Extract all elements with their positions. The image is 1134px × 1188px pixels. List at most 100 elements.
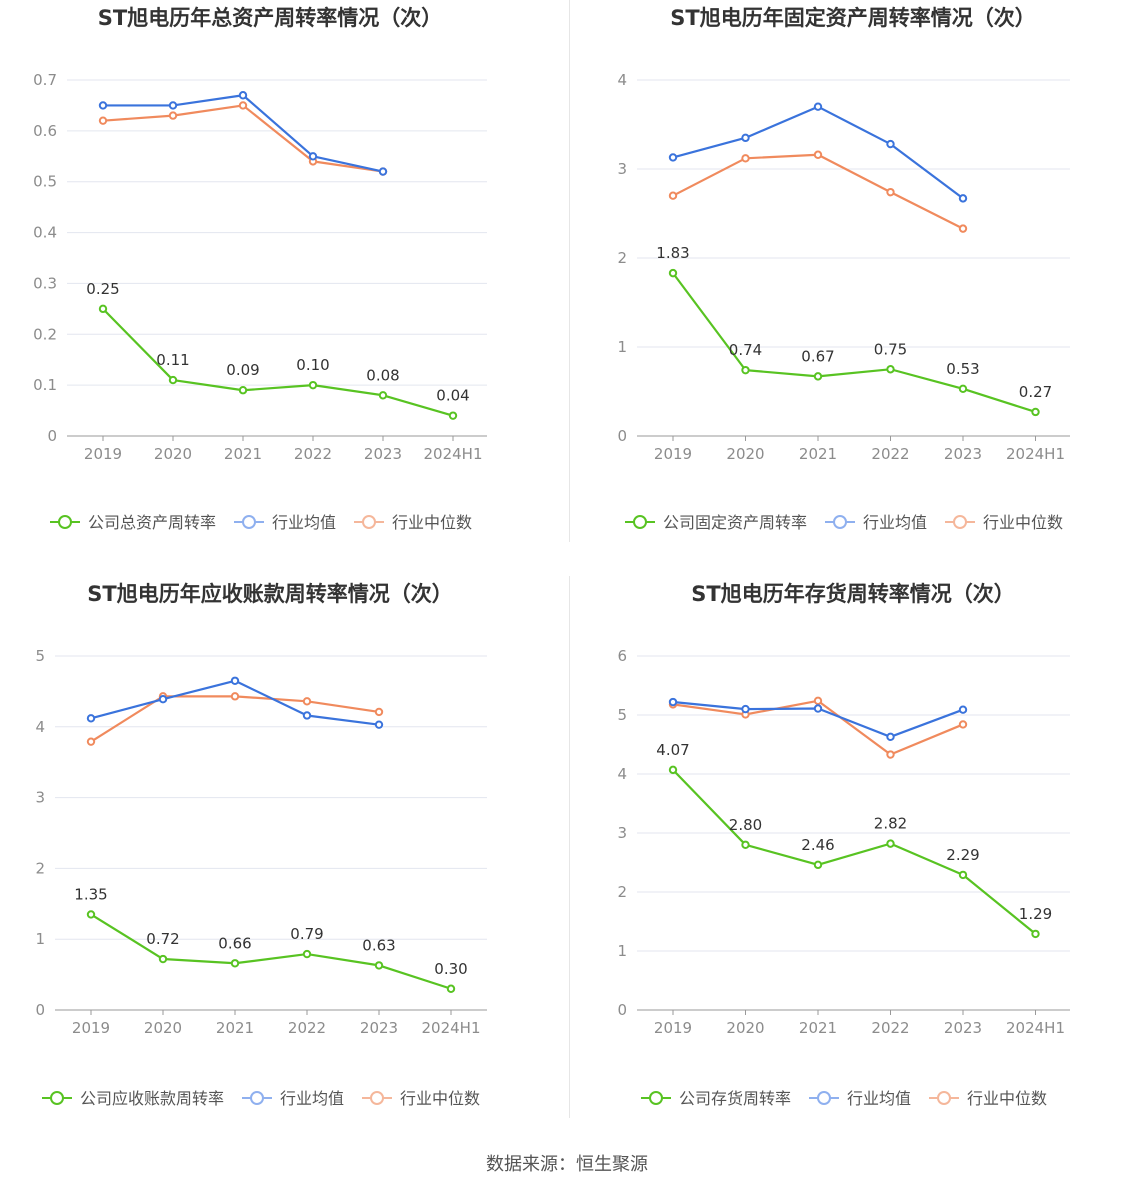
x-tick-label: 2020 xyxy=(726,445,764,463)
legend-label: 行业中位数 xyxy=(983,513,1063,532)
chart-title: ST旭电历年固定资产周转率情况（次） xyxy=(670,6,1035,30)
y-tick-label: 3 xyxy=(617,824,627,842)
data-point-company xyxy=(958,384,968,394)
panel-divider-top xyxy=(569,0,570,542)
data-point-company xyxy=(958,870,968,880)
x-tick-label: 2022 xyxy=(288,1019,326,1037)
data-label: 0.27 xyxy=(1019,383,1052,401)
data-source-note: 数据来源：恒生聚源 xyxy=(486,1154,648,1175)
chart-svg: ST旭电历年存货周转率情况（次） 0 1 2 3 4 5 6 2019 2020 2021 2022 2… xyxy=(617,582,1070,1108)
data-label: 0.63 xyxy=(362,936,395,954)
data-point-company xyxy=(1031,407,1040,417)
data-point-median xyxy=(813,150,823,159)
data-point-median xyxy=(168,111,178,120)
data-label: 0.30 xyxy=(434,960,467,978)
data-point-median xyxy=(886,750,895,759)
data-point-company xyxy=(448,411,458,420)
legend-label: 行业均值 xyxy=(863,513,927,532)
chart-title: ST旭电历年存货周转率情况（次） xyxy=(691,582,1014,606)
data-label: 0.74 xyxy=(729,341,762,359)
legend-item-avg: 行业均值 xyxy=(234,513,336,532)
data-label: 1.83 xyxy=(656,244,689,262)
data-point-company xyxy=(741,840,750,849)
y-tick-label: 1 xyxy=(617,338,627,356)
data-point-company xyxy=(741,365,750,375)
y-tick-label: 0 xyxy=(617,427,627,445)
legend-label: 公司总资产周转率 xyxy=(88,513,216,532)
data-point-median xyxy=(813,696,823,706)
y-tick-label: 4 xyxy=(617,765,627,783)
data-point-avg xyxy=(741,704,750,714)
chart-panel-receivables-turnover: ST旭电历年应收账款周转率情况（次） 0 1 2 3 4 5 2019 2020 2021 2022… xyxy=(0,576,567,1152)
legend-label: 行业均值 xyxy=(280,1089,344,1108)
y-tick-label: 4 xyxy=(617,71,627,89)
data-label: 0.53 xyxy=(946,360,979,378)
legend-marker-icon xyxy=(649,1091,663,1105)
data-point-avg xyxy=(302,711,312,720)
data-point-median xyxy=(98,116,108,125)
legend-marker-icon xyxy=(833,515,847,529)
data-point-company xyxy=(446,984,456,993)
data-label: 2.29 xyxy=(946,846,979,864)
legend-item-median: 行业中位数 xyxy=(362,1089,480,1108)
data-point-company xyxy=(230,959,240,968)
y-tick-label: 4 xyxy=(35,718,45,736)
data-point-company xyxy=(813,372,823,381)
data-label: 2.80 xyxy=(729,816,762,834)
data-point-company xyxy=(668,268,678,278)
data-point-avg xyxy=(813,704,823,713)
data-point-avg xyxy=(374,720,384,729)
data-point-company xyxy=(98,304,108,314)
data-point-company xyxy=(302,949,312,959)
data-point-median xyxy=(86,737,96,746)
legend-marker-icon xyxy=(50,1091,64,1105)
data-point-avg xyxy=(741,133,750,143)
y-tick-label: 0.1 xyxy=(33,376,57,394)
data-point-median xyxy=(741,154,750,163)
data-point-median xyxy=(302,697,312,706)
legend-marker-icon xyxy=(58,515,72,529)
y-tick-label: 0 xyxy=(47,427,57,445)
series-line-avg xyxy=(90,679,380,726)
y-tick-label: 2 xyxy=(617,249,627,267)
x-tick-label: 2023 xyxy=(360,1019,398,1037)
legend-label: 行业均值 xyxy=(847,1089,911,1108)
data-point-median xyxy=(238,101,248,110)
data-label: 0.75 xyxy=(874,340,907,358)
chart-panel-total-asset-turnover: ST旭电历年总资产周转率情况（次） 0 0.1 0.2 0.3 0.4 0.5 0.6 0.7 2… xyxy=(0,0,567,576)
data-point-avg xyxy=(668,697,678,707)
legend-label: 公司存货周转率 xyxy=(679,1089,791,1108)
data-point-median xyxy=(958,224,968,233)
series-line-company xyxy=(672,769,1037,935)
data-point-company xyxy=(238,386,248,395)
data-point-company xyxy=(86,910,96,919)
data-point-company xyxy=(886,839,895,848)
x-tick-label: 2021 xyxy=(799,1019,837,1037)
x-tick-label: 2019 xyxy=(654,445,692,463)
y-tick-label: 0 xyxy=(35,1001,45,1019)
y-tick-label: 6 xyxy=(617,647,627,665)
x-tick-label: 2024H1 xyxy=(1006,1019,1065,1037)
data-point-company xyxy=(374,961,384,970)
data-point-company xyxy=(1031,929,1040,939)
legend-marker-icon xyxy=(242,515,256,529)
chart-panel-inventory-turnover: ST旭电历年存货周转率情况（次） 0 1 2 3 4 5 6 2019 2020 2021 2022 2… xyxy=(567,576,1134,1152)
data-point-avg xyxy=(668,153,678,162)
y-tick-label: 1 xyxy=(35,930,45,948)
legend-item-median: 行业中位数 xyxy=(945,513,1063,532)
y-tick-label: 5 xyxy=(35,647,45,665)
x-tick-label: 2021 xyxy=(799,445,837,463)
y-tick-label: 5 xyxy=(617,706,627,724)
data-label: 0.09 xyxy=(226,361,259,379)
legend-item-company: 公司总资产周转率 xyxy=(50,513,216,532)
y-tick-label: 3 xyxy=(35,789,45,807)
data-point-median xyxy=(668,191,678,200)
data-point-avg xyxy=(168,101,178,110)
data-label: 0.08 xyxy=(366,366,399,384)
data-point-company xyxy=(886,365,895,374)
data-point-avg xyxy=(158,694,168,704)
data-point-avg xyxy=(230,676,240,685)
x-tick-label: 2019 xyxy=(654,1019,692,1037)
legend-marker-icon xyxy=(633,515,647,529)
x-tick-label: 2020 xyxy=(726,1019,764,1037)
